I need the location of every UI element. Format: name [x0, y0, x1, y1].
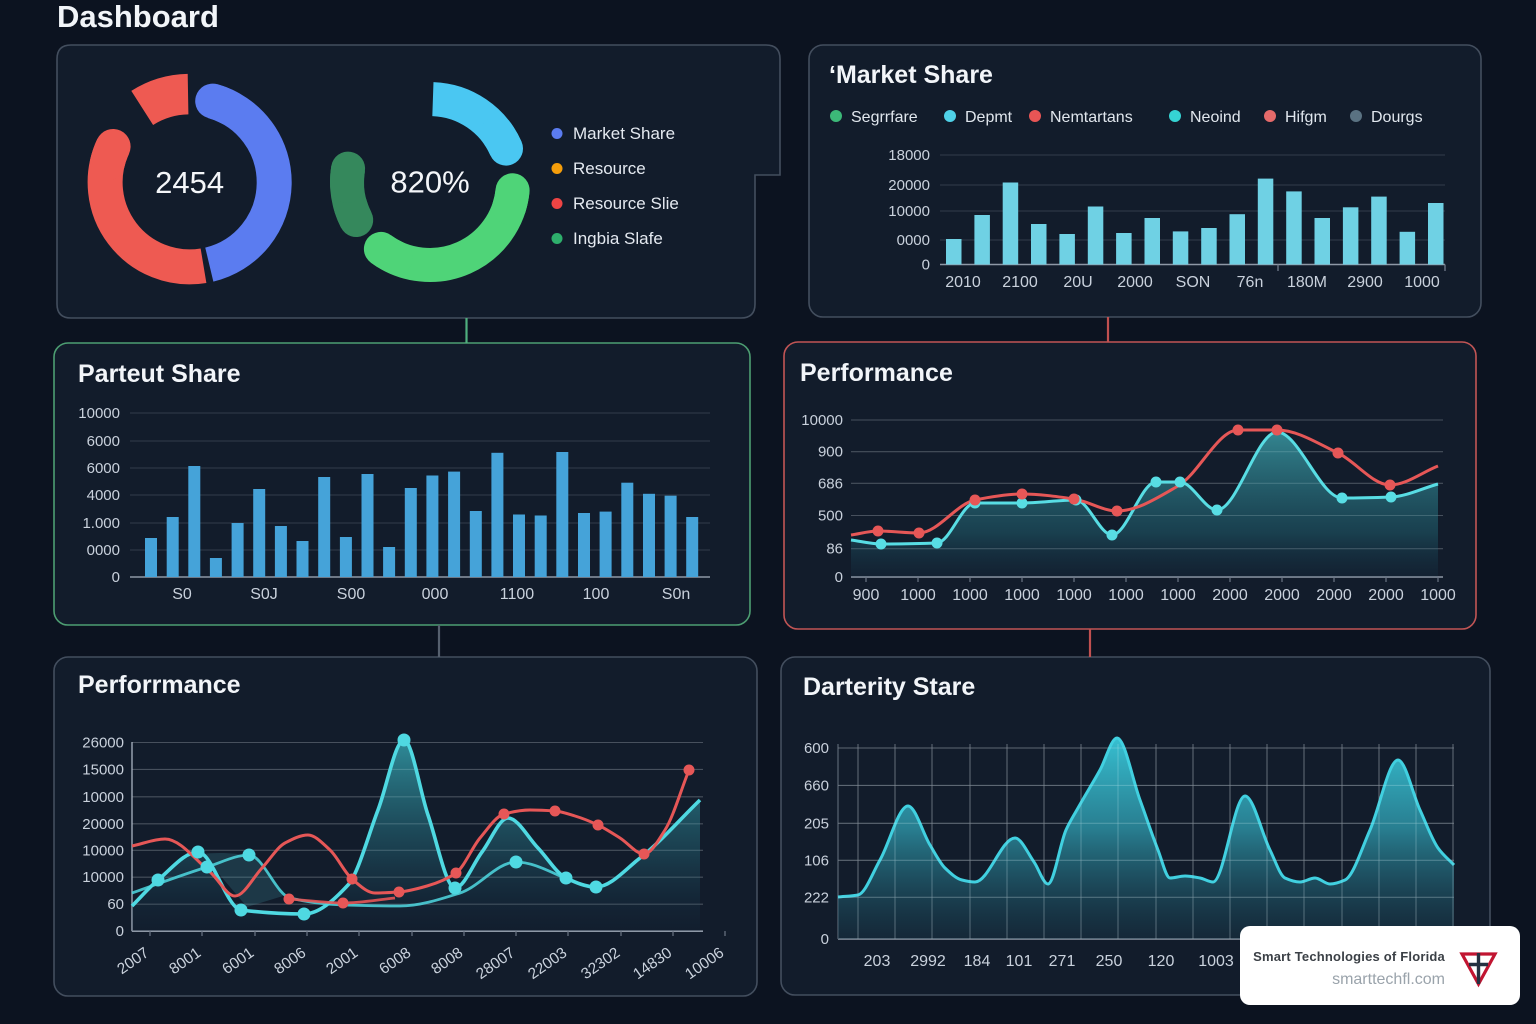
svg-text:Darterity Stare: Darterity Stare	[803, 673, 975, 701]
svg-text:1000: 1000	[1404, 274, 1440, 291]
svg-text:10000: 10000	[888, 203, 930, 220]
svg-text:1000: 1000	[1160, 587, 1196, 604]
svg-text:205: 205	[804, 815, 829, 832]
svg-text:Smart Technologies of Florida: Smart Technologies of Florida	[1253, 949, 1445, 964]
svg-text:250: 250	[1096, 953, 1123, 970]
svg-text:900: 900	[818, 444, 843, 461]
svg-text:1000: 1000	[1004, 587, 1040, 604]
svg-text:26000: 26000	[82, 735, 124, 752]
svg-text:0: 0	[116, 923, 124, 940]
svg-text:2900: 2900	[1347, 274, 1383, 291]
svg-text:Perforrmance: Perforrmance	[78, 671, 241, 699]
svg-text:smarttechfl.com: smarttechfl.com	[1332, 971, 1445, 988]
svg-text:2454: 2454	[155, 165, 224, 200]
svg-text:0000: 0000	[897, 232, 930, 249]
svg-text:900: 900	[853, 587, 880, 604]
svg-text:86: 86	[826, 541, 843, 558]
svg-text:500: 500	[818, 508, 843, 525]
svg-text:SON: SON	[1176, 274, 1211, 291]
svg-text:101: 101	[1006, 953, 1033, 970]
svg-text:120: 120	[1148, 953, 1175, 970]
svg-text:Dashboard: Dashboard	[57, 0, 219, 34]
svg-text:271: 271	[1049, 953, 1076, 970]
svg-text:Resource: Resource	[573, 159, 646, 178]
svg-text:6000: 6000	[87, 433, 120, 450]
svg-text:Nemtartans: Nemtartans	[1050, 109, 1133, 126]
svg-text:1000: 1000	[952, 587, 988, 604]
svg-text:0: 0	[112, 569, 120, 586]
svg-text:2000: 2000	[1212, 587, 1248, 604]
svg-text:1000: 1000	[1056, 587, 1092, 604]
svg-text:6000: 6000	[87, 460, 120, 477]
svg-text:20000: 20000	[888, 177, 930, 194]
svg-text:1000: 1000	[1420, 587, 1456, 604]
svg-text:600: 600	[804, 740, 829, 757]
svg-text:1003: 1003	[1198, 953, 1234, 970]
svg-text:Resource Slie: Resource Slie	[573, 194, 679, 213]
svg-text:S0n: S0n	[662, 586, 690, 603]
svg-text:S0: S0	[172, 586, 192, 603]
svg-text:10000: 10000	[82, 842, 124, 859]
svg-text:S00: S00	[337, 586, 366, 603]
svg-text:4000: 4000	[87, 487, 120, 504]
svg-text:Dourgs: Dourgs	[1371, 109, 1423, 126]
svg-text:686: 686	[818, 475, 843, 492]
svg-text:76n: 76n	[1237, 274, 1264, 291]
svg-text:2000: 2000	[1368, 587, 1404, 604]
svg-text:1100: 1100	[500, 586, 535, 603]
svg-text:Hifgm: Hifgm	[1285, 109, 1327, 126]
svg-text:222: 222	[804, 889, 829, 906]
svg-text:2000: 2000	[1316, 587, 1352, 604]
svg-text:000: 000	[422, 586, 449, 603]
svg-text:0: 0	[922, 257, 930, 274]
svg-text:106: 106	[804, 852, 829, 869]
svg-text:Parteut Share: Parteut Share	[78, 360, 241, 388]
svg-text:2000: 2000	[1264, 587, 1300, 604]
svg-text:203: 203	[864, 953, 891, 970]
svg-text:Performance: Performance	[800, 359, 953, 387]
svg-text:10000: 10000	[82, 789, 124, 806]
svg-text:Ingbia Slafe: Ingbia Slafe	[573, 229, 663, 248]
svg-text:820%: 820%	[390, 165, 469, 200]
svg-text:1000: 1000	[900, 587, 936, 604]
svg-text:2000: 2000	[1117, 274, 1153, 291]
svg-text:20000: 20000	[82, 816, 124, 833]
svg-text:1000: 1000	[1108, 587, 1144, 604]
svg-text:2992: 2992	[910, 953, 946, 970]
svg-text:60: 60	[107, 896, 124, 913]
svg-text:15000: 15000	[82, 761, 124, 778]
svg-text:Market Share: Market Share	[573, 124, 675, 143]
svg-text:184: 184	[964, 953, 991, 970]
svg-text:10000: 10000	[801, 412, 843, 429]
svg-text:1.000: 1.000	[82, 515, 120, 532]
svg-text:10000: 10000	[82, 869, 124, 886]
svg-text:20U: 20U	[1063, 274, 1092, 291]
svg-text:0: 0	[835, 569, 843, 586]
svg-text:2010: 2010	[945, 274, 981, 291]
svg-text:S0J: S0J	[250, 586, 278, 603]
svg-text:2100: 2100	[1002, 274, 1038, 291]
svg-text:180M: 180M	[1287, 274, 1327, 291]
svg-text:ʻMarket Share: ʻMarket Share	[829, 61, 993, 89]
svg-text:Segrrfare: Segrrfare	[851, 109, 918, 126]
svg-text:18000: 18000	[888, 147, 930, 164]
svg-text:10000: 10000	[78, 405, 120, 422]
svg-text:0000: 0000	[87, 542, 120, 559]
svg-text:Depmt: Depmt	[965, 109, 1013, 126]
svg-text:660: 660	[804, 777, 829, 794]
svg-text:Neoind: Neoind	[1190, 109, 1241, 126]
svg-text:0: 0	[821, 931, 829, 948]
svg-text:100: 100	[583, 586, 610, 603]
